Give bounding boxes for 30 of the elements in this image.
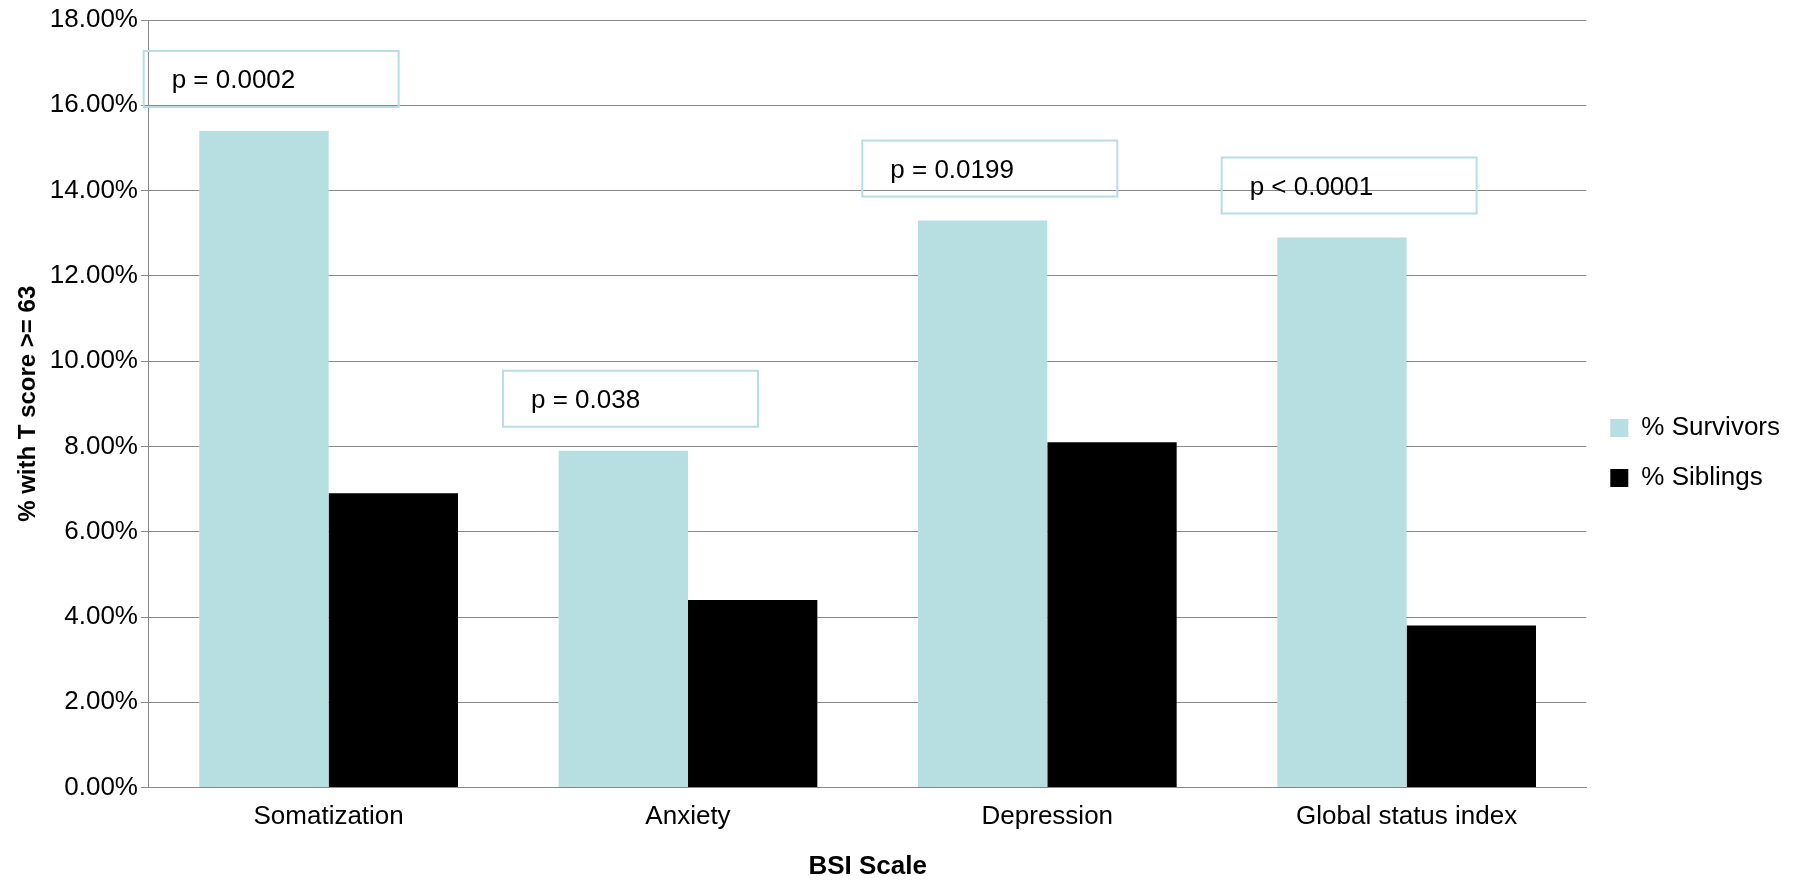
y-tick-label: 4.00% [64,600,138,631]
bar [558,450,688,788]
y-tick-label: 16.00% [49,88,138,119]
y-tick-label: 10.00% [49,344,138,375]
y-tick-label: 8.00% [64,429,138,460]
y-tick-label: 2.00% [64,685,138,716]
x-tick-label: Global status index [1296,800,1518,831]
annotation: p = 0.0002 [171,64,296,95]
annotation: p = 0.0199 [890,153,1014,184]
x-tick-label: Anxiety [645,800,731,831]
x-tick-label: Depression [981,800,1114,831]
annotation: p = 0.038 [530,383,641,414]
bar [917,220,1048,788]
annotation: p < 0.0001 [1249,170,1374,201]
y-tick-label: 6.00% [64,514,138,545]
x-tick-label: Somatization [253,800,404,831]
bar [328,493,459,788]
bar [687,599,818,788]
x-axis-title: BSI Scale [808,849,927,880]
y-tick-label: 14.00% [49,173,138,204]
legend-label: % Survivors [1641,411,1781,442]
legend-label: % Siblings [1641,461,1763,492]
y-tick-label: 12.00% [49,259,138,290]
bar [1406,625,1536,788]
bar [199,130,329,788]
bar [1277,237,1407,788]
bar [1047,442,1177,788]
y-tick-label: 0.00% [64,770,138,801]
y-tick-label: 18.00% [49,3,138,34]
y-axis-title: % with T score >= 63 [13,285,41,522]
